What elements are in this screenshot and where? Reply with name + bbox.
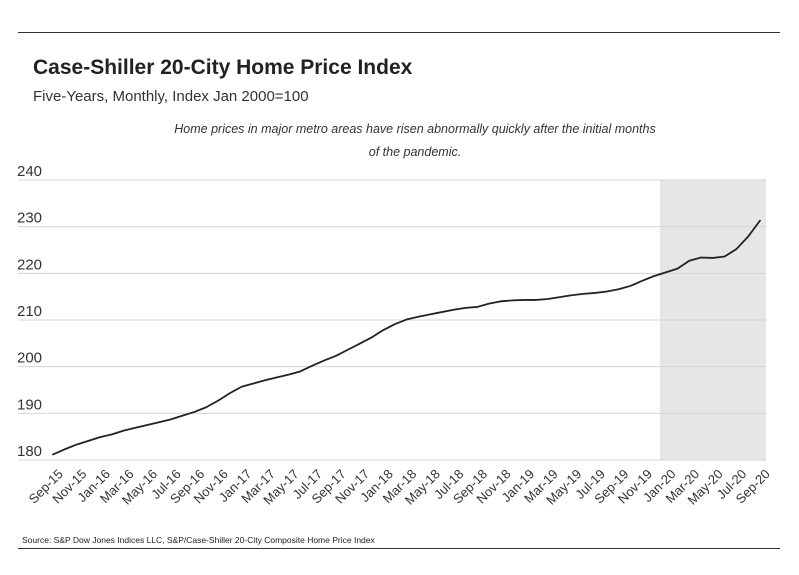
chart-annotation: Home prices in major metro areas have ri…	[160, 118, 670, 164]
series-line-1	[52, 219, 761, 456]
annotation-line-1: Home prices in major metro areas have ri…	[174, 122, 656, 136]
y-tick-label: 220	[17, 256, 42, 273]
y-tick-label: 190	[17, 396, 42, 413]
y-tick-label: 210	[17, 303, 42, 320]
chart-subtitle: Five-Years, Monthly, Index Jan 2000=100	[33, 88, 309, 105]
y-tick-label: 230	[17, 210, 42, 227]
top-rule	[18, 32, 780, 33]
chart-title: Case-Shiller 20-City Home Price Index	[33, 56, 413, 79]
y-tick-label: 200	[17, 350, 42, 367]
y-axis: 180 190 200 210 220 230 240	[17, 163, 42, 460]
annotation-line-2: of the pandemic.	[368, 145, 462, 159]
y-tick-label: 180	[17, 443, 42, 460]
x-axis: Sep-15Nov-15Jan-16Mar-16May-16Jul-16Sep-…	[26, 466, 773, 507]
gridlines	[18, 179, 766, 461]
source-note: Source: S&P Dow Jones Indices LLC, S&P/C…	[22, 535, 375, 545]
y-tick-label: 240	[17, 163, 42, 180]
bottom-rule	[18, 548, 780, 549]
series-layer	[52, 219, 761, 456]
